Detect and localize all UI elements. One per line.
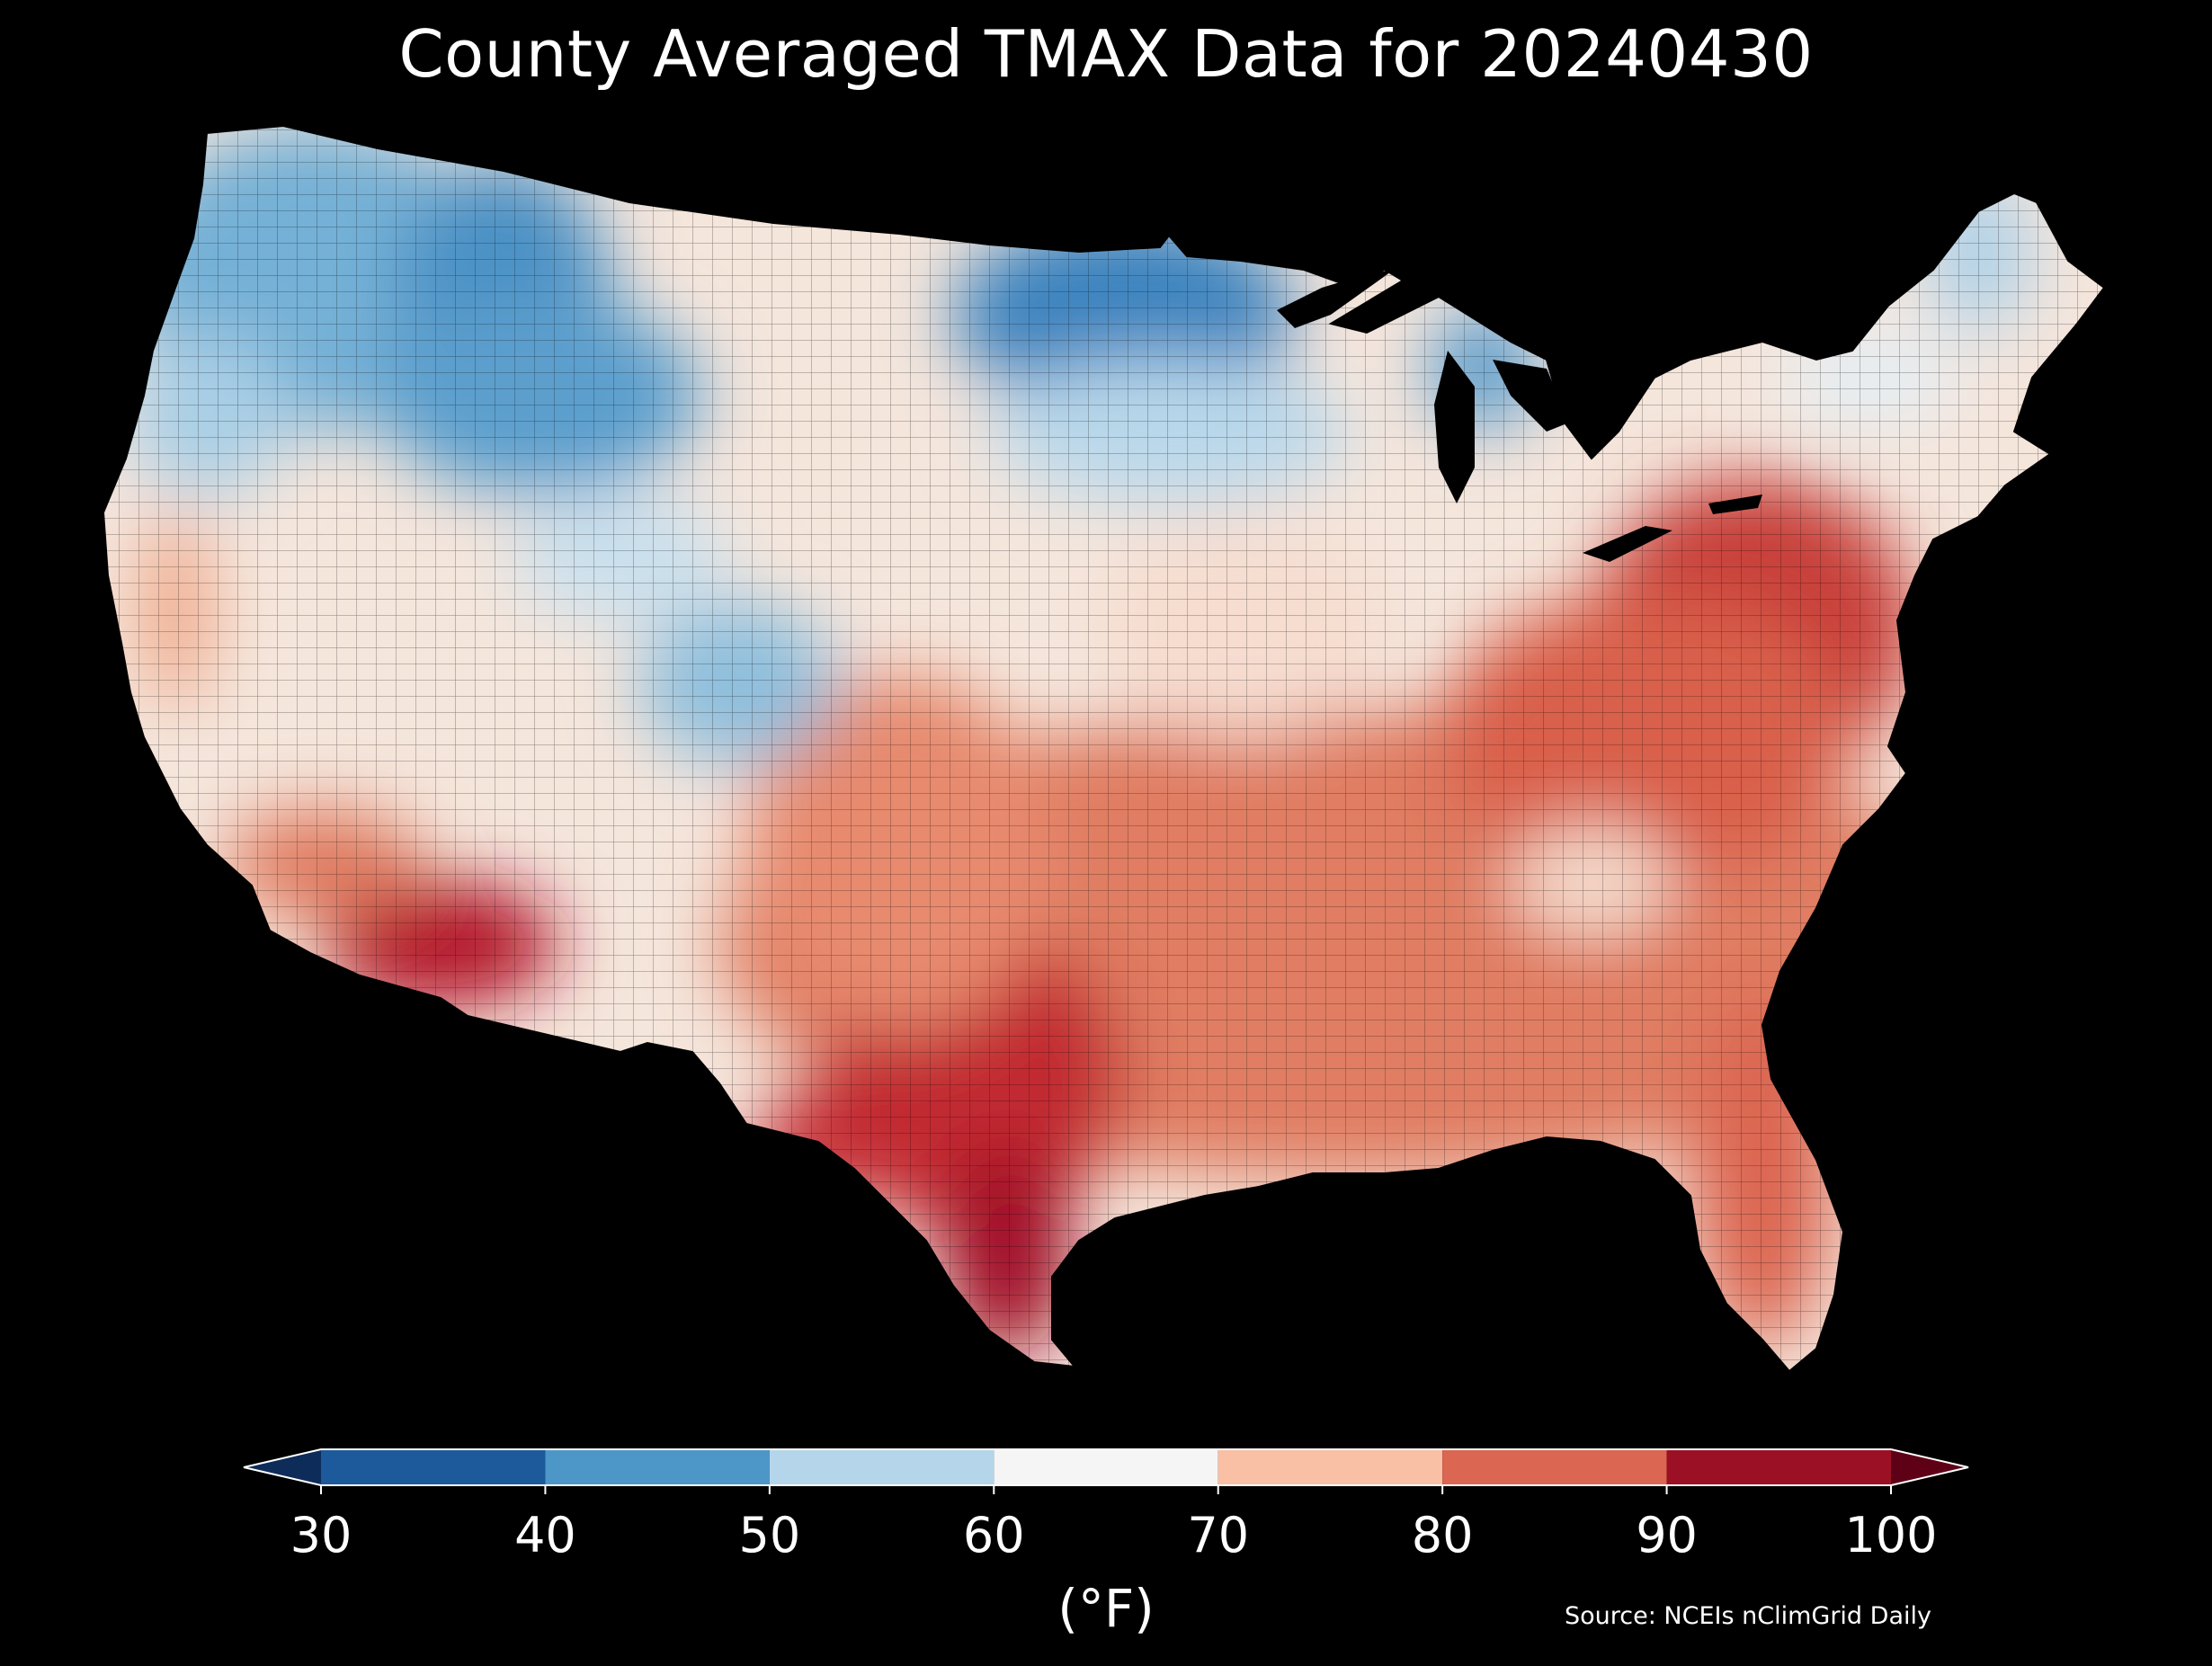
colorbar-bin-50-60	[769, 1449, 995, 1485]
lake-superior	[1277, 270, 1394, 328]
colorbar-tick-label-100: 100	[1844, 1507, 1937, 1564]
source-note: Source: NCEIs nClimGrid Daily	[1565, 1602, 1931, 1630]
colorbar-bin-80-90	[1442, 1449, 1667, 1485]
lake-ontario	[1708, 494, 1762, 514]
colorbar-tick-label-80: 80	[1412, 1507, 1474, 1564]
colorbar-tick-label-90: 90	[1636, 1507, 1698, 1564]
colorbar-tick-label-60: 60	[963, 1507, 1025, 1564]
lake-michigan	[1434, 351, 1475, 503]
us-county-tmax-map	[103, 125, 2105, 1372]
colorbar-over-extension	[1891, 1449, 1968, 1485]
colorbar-under-extension	[244, 1449, 321, 1485]
colorbar-units-label: (°F)	[1057, 1578, 1155, 1639]
colorbar-bin-90-100	[1666, 1449, 1891, 1485]
colorbar-tick-label-50: 50	[738, 1507, 800, 1564]
lake-huron	[1493, 360, 1569, 432]
colorbar-tick-label-30: 30	[290, 1507, 352, 1564]
colorbar-bin-30-40	[321, 1449, 546, 1485]
lake-erie	[1583, 526, 1672, 562]
map-title: County Averaged TMAX Data for 20240430	[398, 16, 1814, 92]
colorbar-bin-40-50	[545, 1449, 770, 1485]
colorbar-bin-70-80	[1217, 1449, 1443, 1485]
colorbar-bin-60-70	[994, 1449, 1218, 1485]
colorbar-tick-label-40: 40	[514, 1507, 576, 1564]
colorbar-tick-label-70: 70	[1187, 1507, 1249, 1564]
